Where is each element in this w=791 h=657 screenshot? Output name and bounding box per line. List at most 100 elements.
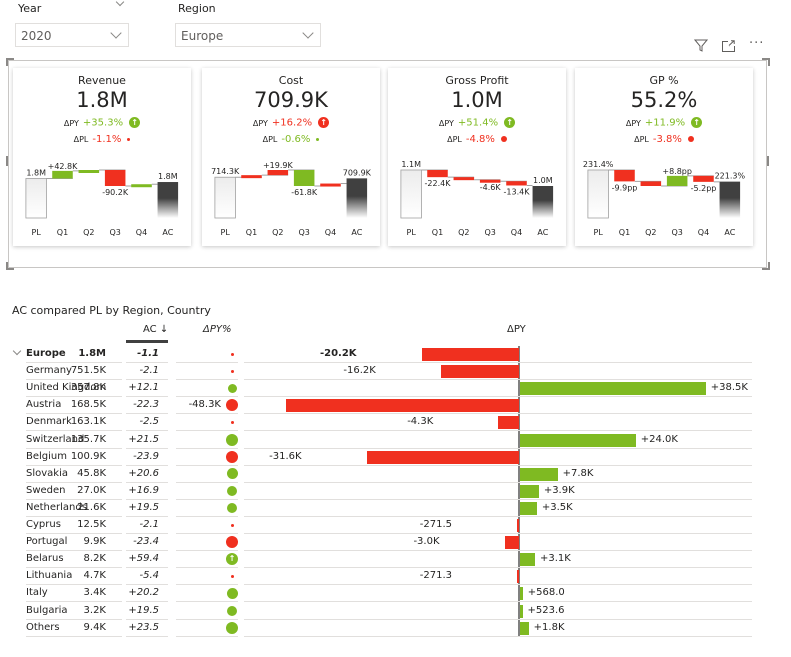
waterfall-delta-label: -61.8K <box>291 188 318 197</box>
filter-icon[interactable] <box>694 39 708 52</box>
waterfall-bar-q3 <box>104 170 126 186</box>
table-row[interactable]: Denmark 163.1K -2.5 -4.3K <box>0 414 752 432</box>
dpy-bar <box>520 604 523 618</box>
table-row[interactable]: Portugal 9.9K -23.4 -3.0K <box>0 534 752 552</box>
dpy-bar <box>440 365 519 379</box>
row-divider <box>244 396 752 398</box>
dpy-value: +16.2% <box>271 117 313 129</box>
row-divider <box>26 362 122 363</box>
table-row[interactable]: Italy 3.4K +20.2 +568.0 <box>0 585 752 603</box>
dpy-bar <box>520 484 539 498</box>
resize-handle-top-right[interactable] <box>762 58 770 66</box>
arrow-up-icon: ↑ <box>504 117 516 128</box>
resize-handle-bottom-right[interactable] <box>762 262 770 270</box>
ac-value: 8.2K <box>83 553 106 565</box>
dpy-bar <box>421 348 519 361</box>
dpy-bar-label: +38.5K <box>710 382 748 394</box>
row-divider <box>176 379 238 381</box>
country-name: Bulgaria <box>26 604 68 616</box>
country-name: Austria <box>26 399 62 411</box>
table-row[interactable]: Sweden 27.0K +16.9 +3.9K <box>0 483 752 500</box>
kpi-card-gross-profit[interactable]: Gross Profit 1.0M ΔPY +51.4% ↑ ΔPL -4.8% -2… <box>388 68 566 246</box>
resize-handle-right[interactable] <box>767 156 769 166</box>
status-dot-icon <box>230 352 234 356</box>
waterfall-category-ac: AC <box>162 228 173 237</box>
waterfall-bar-q2 <box>78 170 100 173</box>
resize-handle-top-left[interactable] <box>6 58 14 66</box>
waterfall-category-pl: PL <box>594 228 604 237</box>
row-divider <box>176 413 238 415</box>
row-divider <box>26 498 122 500</box>
country-name: Cyprus <box>26 519 61 530</box>
table-row[interactable]: Belarus 8.2K +59.4 ↑ +3.1K <box>0 551 752 569</box>
waterfall-delta-label: -9.9pp <box>612 183 638 192</box>
kpi-card-revenue[interactable]: Revenue 1.8M ΔPY +35.3% ↑ ΔPL -1.1% +42.8K -… <box>13 68 191 246</box>
waterfall-bar-q3 <box>479 179 501 183</box>
dpy-bar-label: -271.5 <box>419 519 452 530</box>
resize-handle-left[interactable] <box>6 156 8 166</box>
waterfall-category-q2: Q2 <box>458 228 469 237</box>
table-row[interactable]: Lithuania 4.7K -5.4 -271.3 <box>0 568 752 586</box>
row-divider <box>126 481 168 483</box>
column-header-ac[interactable]: AC ↓ <box>143 324 169 335</box>
table-row[interactable]: Others 9.4K +23.5 +1.8K <box>0 620 752 637</box>
waterfall-bar-q3 <box>293 170 315 186</box>
kpi-card-cost[interactable]: Cost 709.9K ΔPY +16.2% ↑ ΔPL -0.6% +19.9K -6… <box>202 68 380 246</box>
card-title: Revenue <box>78 74 126 87</box>
row-divider <box>126 584 168 586</box>
chevron-down-icon <box>302 27 314 39</box>
table-row[interactable]: Cyprus 12.5K -2.1 -271.5 <box>0 517 752 534</box>
table-row[interactable]: Netherlands 21.6K +19.5 +3.5K <box>0 500 752 517</box>
row-divider <box>244 515 752 517</box>
table-row[interactable]: United Kingdom 357.8K +12.1 +38.5K <box>0 380 752 398</box>
row-divider <box>176 362 238 363</box>
collapse-chevron-icon[interactable] <box>12 346 22 356</box>
resize-handle-bottom-left[interactable] <box>6 262 14 270</box>
table-row[interactable]: Belgium 100.9K -23.9 -31.6K <box>0 449 752 466</box>
column-header-dpy-pct[interactable]: ΔPY% <box>203 324 232 335</box>
status-dot-icon <box>230 523 234 527</box>
year-slicer-label: Year <box>18 2 42 15</box>
waterfall-category-q3: Q3 <box>109 228 120 237</box>
card-value: 1.0M <box>451 88 503 112</box>
ac-value: 21.6K <box>77 501 106 513</box>
waterfall-category-ac: AC <box>724 228 735 237</box>
focus-mode-icon[interactable] <box>722 40 736 52</box>
row-divider <box>126 379 168 381</box>
region-dropdown[interactable]: Europe <box>175 23 321 47</box>
dpy-bar-label: +7.8K <box>562 467 594 479</box>
status-dot-icon <box>226 587 238 599</box>
row-divider <box>176 601 238 603</box>
more-options-icon[interactable]: ··· <box>749 36 765 51</box>
dpy-bar-label: +1.8K <box>533 621 565 633</box>
row-divider <box>126 498 168 500</box>
dpl-value: -0.6% <box>281 134 311 145</box>
waterfall-end-label: 1.8M <box>158 172 178 181</box>
table-row[interactable]: Austria 168.5K -22.3 -48.3K <box>0 397 752 415</box>
row-divider <box>244 447 752 449</box>
dpy-value: +35.3% <box>82 117 124 129</box>
year-dropdown[interactable]: 2020 <box>15 23 129 47</box>
waterfall-chart: -22.4K -4.6K -13.4K 1.1M 1.0M PL Q1 Q2 Q3 Q4 AC <box>400 160 554 237</box>
table-row[interactable]: Germany 751.5K -2.1 -16.2K <box>0 363 752 381</box>
table-row[interactable]: Switzerland 135.7K +21.5 +24.0K <box>0 432 752 449</box>
table-row[interactable]: Bulgaria 3.2K +19.5 +523.6 <box>0 603 752 620</box>
status-dot-icon <box>227 383 237 393</box>
dpy-bar <box>517 570 519 584</box>
table-row[interactable]: Slovakia 45.8K +20.6 +7.8K <box>0 466 752 483</box>
dpy-label: ΔPY <box>438 118 454 128</box>
dpy-bar-label: +3.9K <box>543 484 575 496</box>
dpy-pct-value: -22.3 <box>133 399 159 411</box>
ac-value: 135.7K <box>70 433 106 445</box>
column-header-dpy[interactable]: ΔPY <box>507 324 526 335</box>
table-row-total[interactable]: Europe 1.8M -1.1 -20.2K <box>0 346 752 363</box>
row-divider <box>26 447 122 449</box>
ac-value: 100.9K <box>70 450 106 462</box>
dpy-bar <box>520 433 636 447</box>
year-slicer-collapse-icon[interactable] <box>115 0 125 7</box>
row-divider <box>26 396 122 398</box>
row-divider <box>244 379 752 381</box>
kpi-card-gp[interactable]: GP % 55.2% ΔPY +11.9% ↑ ΔPL -3.8% -9.9pp +8.… <box>575 68 753 246</box>
row-divider <box>126 618 168 620</box>
dpl-row: ΔPL -1.1% <box>13 134 191 145</box>
